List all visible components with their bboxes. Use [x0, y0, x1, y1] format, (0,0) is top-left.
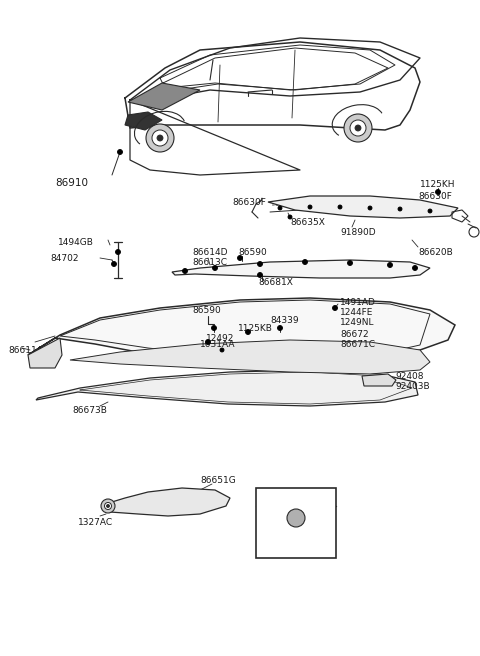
Ellipse shape — [151, 495, 165, 501]
Polygon shape — [70, 340, 430, 374]
Circle shape — [350, 120, 366, 136]
Text: 1125KB: 1125KB — [238, 324, 273, 333]
Circle shape — [387, 262, 393, 268]
Circle shape — [220, 348, 224, 352]
Circle shape — [355, 125, 361, 131]
Circle shape — [344, 114, 372, 142]
Circle shape — [105, 502, 111, 510]
Circle shape — [368, 206, 372, 210]
Circle shape — [212, 325, 216, 331]
Text: 86613C: 86613C — [192, 258, 227, 267]
Circle shape — [333, 306, 337, 310]
Text: 86681X: 86681X — [258, 278, 293, 287]
Circle shape — [245, 329, 251, 335]
Circle shape — [257, 272, 263, 277]
Polygon shape — [125, 112, 162, 130]
Circle shape — [348, 260, 352, 266]
Text: 86672: 86672 — [340, 330, 369, 339]
Text: 84339: 84339 — [270, 316, 299, 325]
Circle shape — [287, 509, 305, 527]
Polygon shape — [362, 374, 396, 386]
Circle shape — [182, 268, 188, 274]
Circle shape — [428, 209, 432, 213]
Text: 1031AA: 1031AA — [200, 340, 236, 349]
Circle shape — [111, 262, 117, 266]
Text: 1244FE: 1244FE — [340, 308, 373, 317]
Text: 86635X: 86635X — [290, 218, 325, 227]
Text: 86673B: 86673B — [72, 406, 107, 415]
FancyBboxPatch shape — [256, 488, 336, 558]
Text: 1494GB: 1494GB — [58, 238, 94, 247]
Text: 1249LJ: 1249LJ — [276, 492, 316, 502]
Polygon shape — [28, 298, 455, 362]
Circle shape — [338, 205, 342, 209]
Text: 86630F: 86630F — [232, 198, 266, 207]
Circle shape — [152, 130, 168, 146]
Polygon shape — [28, 338, 62, 368]
Text: 86590: 86590 — [238, 248, 267, 257]
Circle shape — [278, 206, 282, 210]
Ellipse shape — [203, 497, 217, 503]
Circle shape — [238, 255, 242, 260]
Circle shape — [205, 340, 211, 344]
Circle shape — [435, 190, 441, 194]
Circle shape — [101, 499, 115, 513]
Circle shape — [277, 325, 283, 331]
Text: 1327AC: 1327AC — [78, 518, 113, 527]
Text: 12492: 12492 — [206, 334, 234, 343]
Circle shape — [107, 504, 109, 508]
Circle shape — [308, 205, 312, 209]
Text: 92408: 92408 — [395, 372, 423, 381]
Circle shape — [288, 215, 292, 219]
Text: 86590: 86590 — [192, 306, 221, 315]
Text: 86651G: 86651G — [200, 476, 236, 485]
Ellipse shape — [178, 493, 192, 499]
Ellipse shape — [125, 500, 139, 506]
Text: 86611A: 86611A — [8, 346, 43, 355]
Text: 91890D: 91890D — [340, 228, 376, 237]
Polygon shape — [36, 370, 418, 406]
Circle shape — [118, 150, 122, 155]
Polygon shape — [102, 488, 230, 516]
Text: 86620B: 86620B — [418, 248, 453, 257]
Text: 86910: 86910 — [55, 178, 88, 188]
Circle shape — [398, 207, 402, 211]
Text: 92403B: 92403B — [395, 382, 430, 391]
Circle shape — [116, 249, 120, 255]
Circle shape — [146, 124, 174, 152]
Circle shape — [213, 266, 217, 270]
Circle shape — [302, 260, 308, 264]
Text: 86614D: 86614D — [192, 248, 228, 257]
Polygon shape — [268, 196, 458, 218]
Text: 1249NL: 1249NL — [340, 318, 374, 327]
Circle shape — [257, 262, 263, 266]
Circle shape — [157, 135, 163, 141]
Text: 86671C: 86671C — [340, 340, 375, 349]
Circle shape — [412, 266, 418, 270]
Text: 1491AD: 1491AD — [340, 298, 376, 307]
Text: 1125KH: 1125KH — [420, 180, 456, 189]
Text: 84702: 84702 — [50, 254, 79, 263]
Polygon shape — [128, 83, 200, 110]
Text: 86630F: 86630F — [418, 192, 452, 201]
Polygon shape — [172, 260, 430, 278]
